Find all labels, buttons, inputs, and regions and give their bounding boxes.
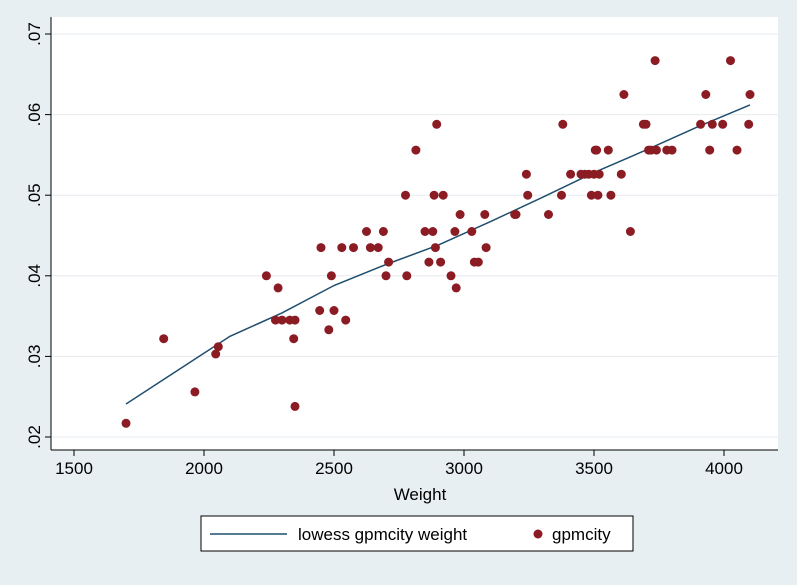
data-point-52 xyxy=(557,190,566,200)
data-point-33 xyxy=(429,190,439,200)
x-tick-label-3: 3000 xyxy=(445,459,483,478)
data-point-26 xyxy=(384,257,394,267)
data-point-39 xyxy=(450,227,460,236)
data-point-16 xyxy=(326,271,336,281)
data-point-76 xyxy=(667,145,677,155)
data-point-41 xyxy=(455,210,465,219)
data-point-27 xyxy=(401,190,410,200)
x-tick-label-0: 1500 xyxy=(55,459,93,478)
data-point-2 xyxy=(190,387,200,397)
data-point-81 xyxy=(718,119,728,129)
data-point-73 xyxy=(650,56,660,66)
x-tick-label-1: 2000 xyxy=(185,459,223,478)
y-tick-label-4: .06 xyxy=(25,103,44,127)
data-point-5 xyxy=(261,271,271,281)
data-point-23 xyxy=(373,243,383,253)
data-point-63 xyxy=(594,169,604,179)
data-point-40 xyxy=(451,283,461,293)
x-tick-label-5: 4000 xyxy=(705,459,743,478)
data-point-15 xyxy=(324,325,334,335)
data-point-77 xyxy=(696,119,706,129)
data-point-18 xyxy=(337,243,347,253)
axes: .02 .03 .04 .05 .06 .07 1500 2000 2500 3000 3500 40… xyxy=(25,17,778,478)
data-point-78 xyxy=(701,90,711,99)
data-point-34 xyxy=(430,243,440,253)
data-point-3 xyxy=(211,349,221,359)
data-point-65 xyxy=(606,190,616,200)
data-point-13 xyxy=(315,306,325,315)
data-point-21 xyxy=(362,227,371,236)
x-axis-label: Weight xyxy=(394,485,447,504)
x-tick-label-2: 2500 xyxy=(315,459,353,478)
data-point-67 xyxy=(619,90,629,99)
data-point-79 xyxy=(705,145,715,155)
data-point-14 xyxy=(316,243,326,253)
data-point-74 xyxy=(651,145,661,155)
data-point-20 xyxy=(349,243,358,253)
data-point-38 xyxy=(446,271,456,281)
data-point-53 xyxy=(558,119,568,129)
legend-marker-swatch xyxy=(533,529,543,539)
data-point-36 xyxy=(436,257,446,267)
y-tick-label-3: .05 xyxy=(25,183,44,207)
data-point-61 xyxy=(592,145,602,155)
data-point-44 xyxy=(473,257,483,267)
data-point-37 xyxy=(438,190,448,200)
data-point-51 xyxy=(544,210,553,219)
plot-area xyxy=(51,17,778,450)
data-point-83 xyxy=(732,145,742,155)
data-point-66 xyxy=(616,169,626,179)
data-point-42 xyxy=(467,227,477,236)
data-point-85 xyxy=(745,90,755,99)
data-point-12 xyxy=(290,401,300,411)
grid-lines xyxy=(51,33,778,438)
x-tick-label-4: 3500 xyxy=(575,459,613,478)
data-point-7 xyxy=(273,283,283,293)
data-point-82 xyxy=(726,56,735,66)
data-point-11 xyxy=(289,334,299,344)
data-point-54 xyxy=(566,169,576,179)
data-point-8 xyxy=(277,315,287,325)
data-point-58 xyxy=(586,190,596,200)
data-point-80 xyxy=(707,119,717,129)
y-tick-label-0: .02 xyxy=(25,425,44,449)
data-point-0 xyxy=(121,418,131,428)
data-point-30 xyxy=(420,227,430,236)
data-point-62 xyxy=(593,190,603,200)
data-point-45 xyxy=(480,210,490,219)
data-point-35 xyxy=(432,119,442,129)
data-point-64 xyxy=(603,145,613,155)
data-point-70 xyxy=(641,119,651,129)
data-point-10 xyxy=(290,315,300,325)
series-marks xyxy=(121,56,755,428)
y-tick-label-1: .03 xyxy=(25,345,44,369)
data-point-68 xyxy=(625,227,635,236)
y-tick-label-5: .07 xyxy=(25,22,44,46)
data-point-22 xyxy=(365,243,375,253)
data-point-31 xyxy=(424,257,434,267)
data-point-28 xyxy=(402,271,412,281)
legend-label-gpmcity: gpmcity xyxy=(552,525,611,544)
legend: lowess gpmcity weight gpmcity xyxy=(200,515,634,552)
y-tick-label-2: .04 xyxy=(25,264,44,288)
data-point-84 xyxy=(744,119,754,129)
data-point-32 xyxy=(428,227,438,236)
data-point-25 xyxy=(381,271,391,281)
data-point-4 xyxy=(213,342,223,352)
legend-label-lowess: lowess gpmcity weight xyxy=(298,525,467,544)
data-point-19 xyxy=(341,315,351,325)
data-point-6 xyxy=(271,315,280,325)
data-point-1 xyxy=(159,334,169,344)
data-point-48 xyxy=(511,210,521,219)
data-point-46 xyxy=(481,243,491,253)
data-point-24 xyxy=(378,227,388,236)
data-point-50 xyxy=(523,190,533,200)
data-point-29 xyxy=(411,145,421,155)
data-point-17 xyxy=(329,306,339,315)
data-point-49 xyxy=(521,169,531,179)
